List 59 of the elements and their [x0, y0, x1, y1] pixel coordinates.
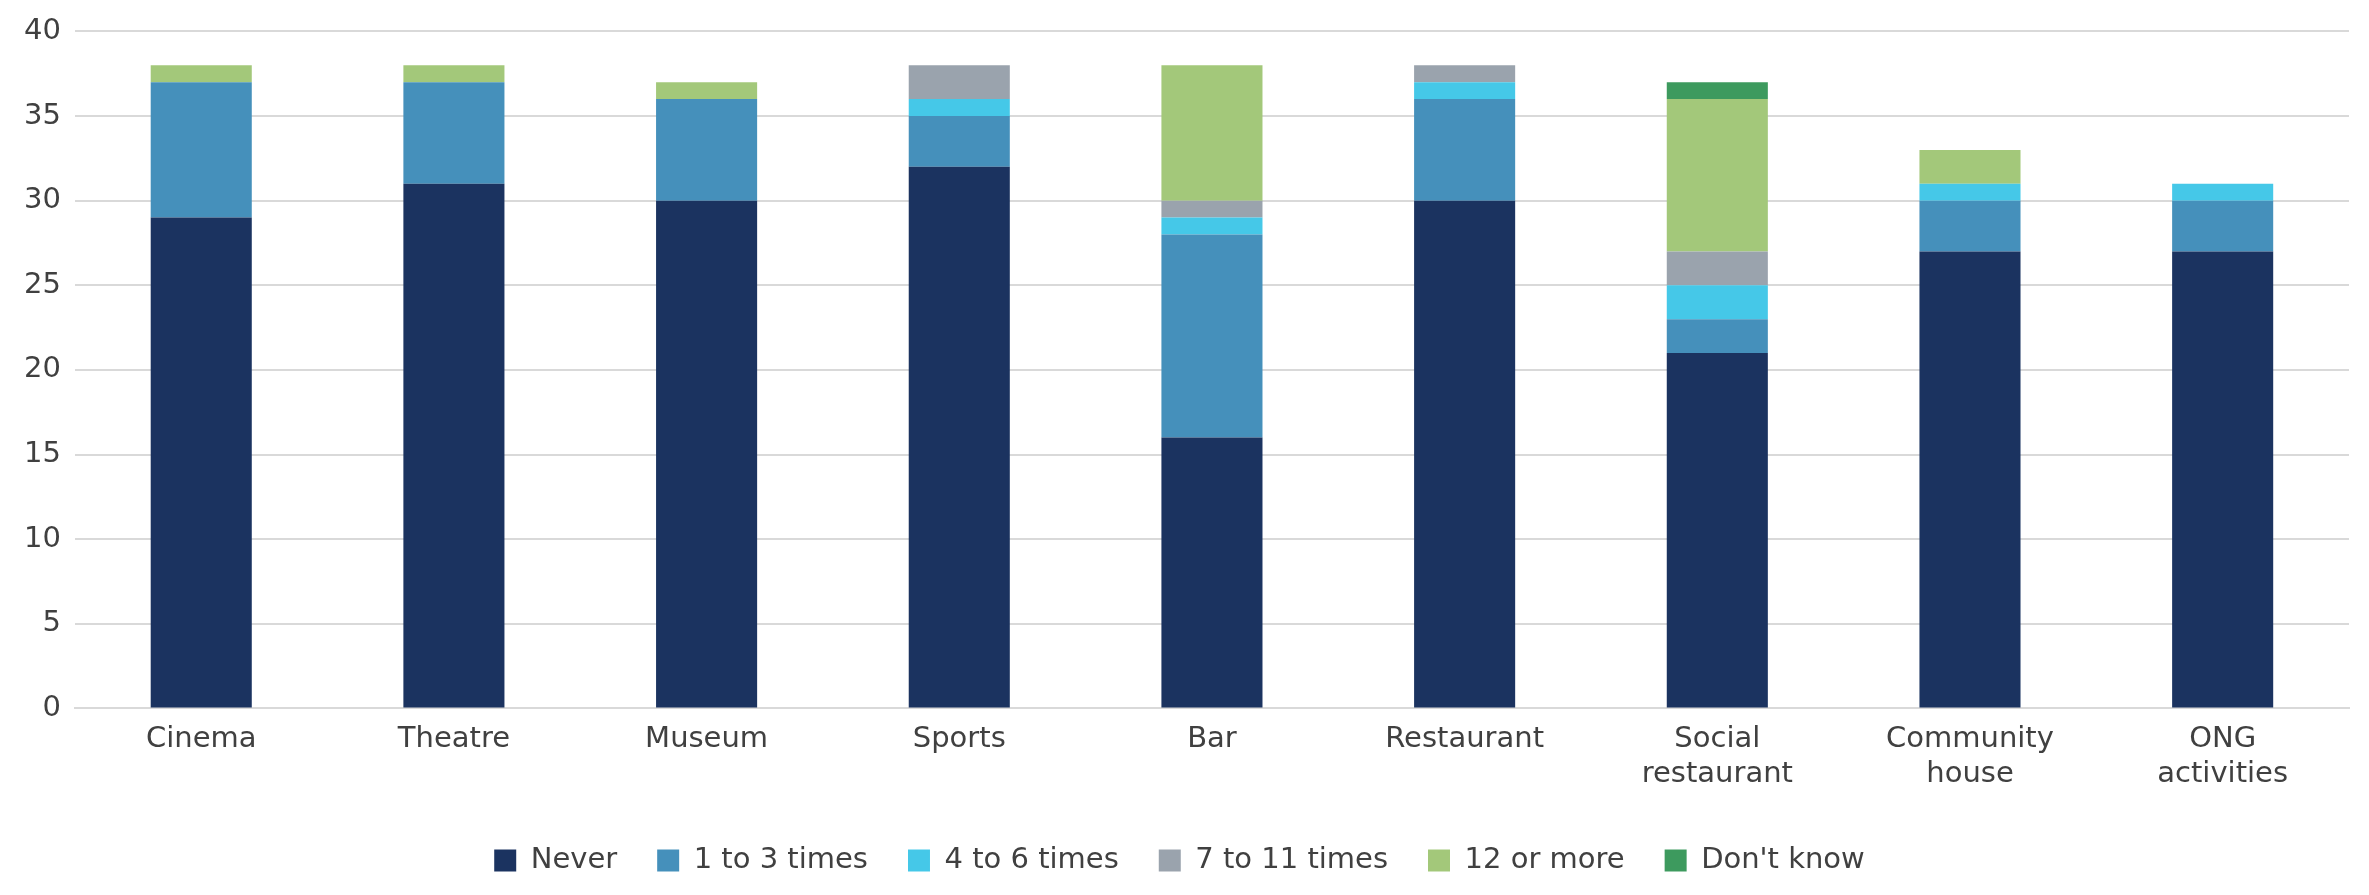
y-tick-label: 20: [24, 350, 61, 385]
x-tick-label: Theatre: [396, 720, 511, 755]
bar: [150, 82, 252, 218]
bar: [2172, 251, 2274, 708]
legend-label: Don't know: [1701, 841, 1865, 876]
bar: [908, 99, 1010, 117]
y-tick-label: 30: [24, 181, 61, 216]
bar: [1919, 251, 2021, 708]
bar: [908, 116, 1010, 167]
legend-label: 7 to 11 times: [1195, 841, 1389, 876]
x-tick-label: Cinema: [145, 720, 257, 755]
bar: [1666, 319, 1768, 353]
bar: [656, 99, 758, 201]
bar: [1919, 149, 2021, 184]
y-tick-label: 35: [24, 96, 61, 131]
x-tick-label: Restaurant: [1385, 720, 1545, 755]
bar: [1919, 183, 2021, 201]
bar: [1919, 200, 2021, 252]
bar: [656, 200, 758, 708]
y-tick-label: 5: [42, 604, 61, 639]
bar: [403, 183, 505, 708]
y-tick-label: 15: [24, 435, 61, 470]
bar: [1161, 234, 1263, 438]
legend-label: 4 to 6 times: [944, 841, 1119, 876]
bar: [1414, 99, 1516, 201]
y-tick-label: 40: [24, 11, 61, 46]
y-tick-label: 10: [24, 519, 61, 554]
x-tick-label: Sports: [912, 720, 1006, 755]
legend-label: Never: [530, 841, 618, 876]
bar: [908, 65, 1010, 100]
x-tick-label: Bar: [1187, 720, 1237, 755]
bar: [2172, 200, 2274, 252]
bar: [1666, 285, 1768, 320]
bar: [1414, 65, 1516, 83]
bar: [1414, 82, 1516, 100]
bar: [1161, 200, 1263, 218]
x-tick-label: Community house: [1886, 720, 2054, 790]
x-tick-label: Social restaurant: [1641, 720, 1793, 790]
bar: [1161, 437, 1263, 708]
bar: [403, 82, 505, 184]
legend-label: 1 to 3 times: [693, 841, 868, 876]
bar: [403, 65, 505, 83]
bar: [1161, 65, 1263, 201]
bar: [2172, 183, 2274, 201]
bar: [1161, 217, 1263, 235]
bar: [908, 166, 1010, 708]
bar: [1666, 99, 1768, 252]
bar: [1666, 251, 1768, 286]
x-tick-label: Museum: [645, 720, 769, 755]
bar: [1414, 200, 1516, 708]
legend-label: 12 or more: [1464, 841, 1625, 876]
bar: [150, 217, 252, 708]
y-tick-label: 0: [42, 688, 61, 723]
bar: [1666, 352, 1768, 708]
y-tick-label: 25: [24, 265, 61, 300]
bar: [150, 65, 252, 83]
x-tick-label: ONG activities: [2157, 720, 2289, 790]
bar: [656, 82, 758, 100]
bar: [1666, 82, 1768, 100]
